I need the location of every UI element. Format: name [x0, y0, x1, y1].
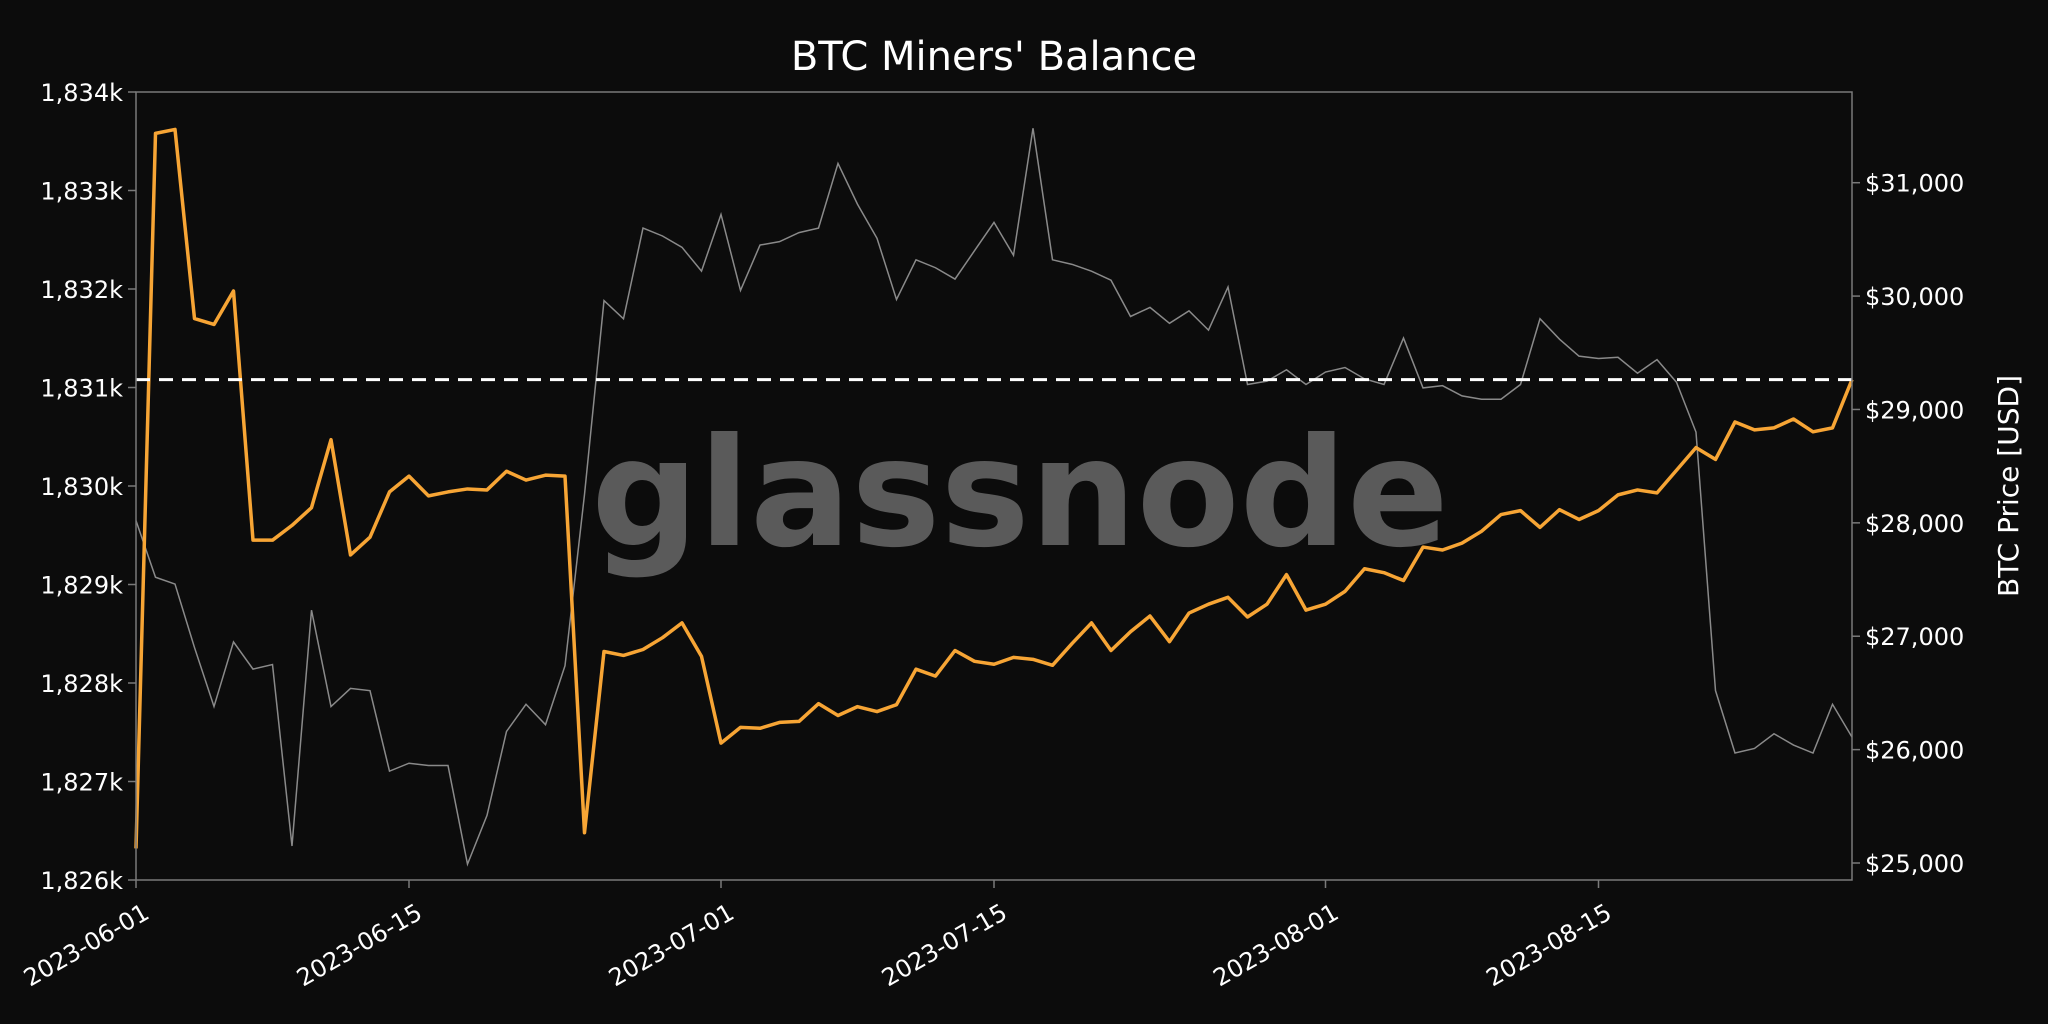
chart-title: BTC Miners' Balance	[791, 34, 1197, 80]
glassnode-watermark: glassnode	[591, 407, 1449, 581]
left-y-tick-label: 1,826k	[40, 867, 123, 895]
left-y-axis: 1,826k 1,827k 1,828k 1,829k 1,830k 1,831k 1,83…	[40, 79, 136, 895]
right-y-tick-label: $25,000	[1865, 850, 1964, 878]
left-y-tick-label: 1,834k	[40, 79, 123, 107]
plot-area	[134, 127, 1854, 867]
left-y-tick-label: 1,832k	[40, 276, 123, 304]
left-y-tick-label: 1,833k	[40, 178, 123, 206]
right-y-tick-label: $29,000	[1865, 396, 1964, 424]
right-y-tick-label: $28,000	[1865, 510, 1964, 538]
left-y-tick-label: 1,829k	[40, 572, 123, 600]
left-y-tick-label: 1,831k	[40, 375, 123, 403]
left-y-tick-label: 1,828k	[40, 670, 123, 698]
btc-price-line	[135, 128, 1853, 867]
right-y-tick-label: $26,000	[1865, 737, 1964, 765]
right-y-tick-label: $31,000	[1865, 170, 1964, 198]
left-y-tick-label: 1,830k	[40, 473, 123, 501]
miners-balance-line	[134, 127, 1854, 849]
right-axis-title: BTC Price [USD]	[1992, 375, 2025, 597]
right-y-tick-label: $27,000	[1865, 623, 1964, 651]
right-y-tick-label: $30,000	[1865, 283, 1964, 311]
right-y-axis: $25,000 $26,000 $27,000 $28,000 $29,000 $30,0…	[1852, 170, 1964, 878]
left-y-tick-label: 1,827k	[40, 769, 123, 797]
